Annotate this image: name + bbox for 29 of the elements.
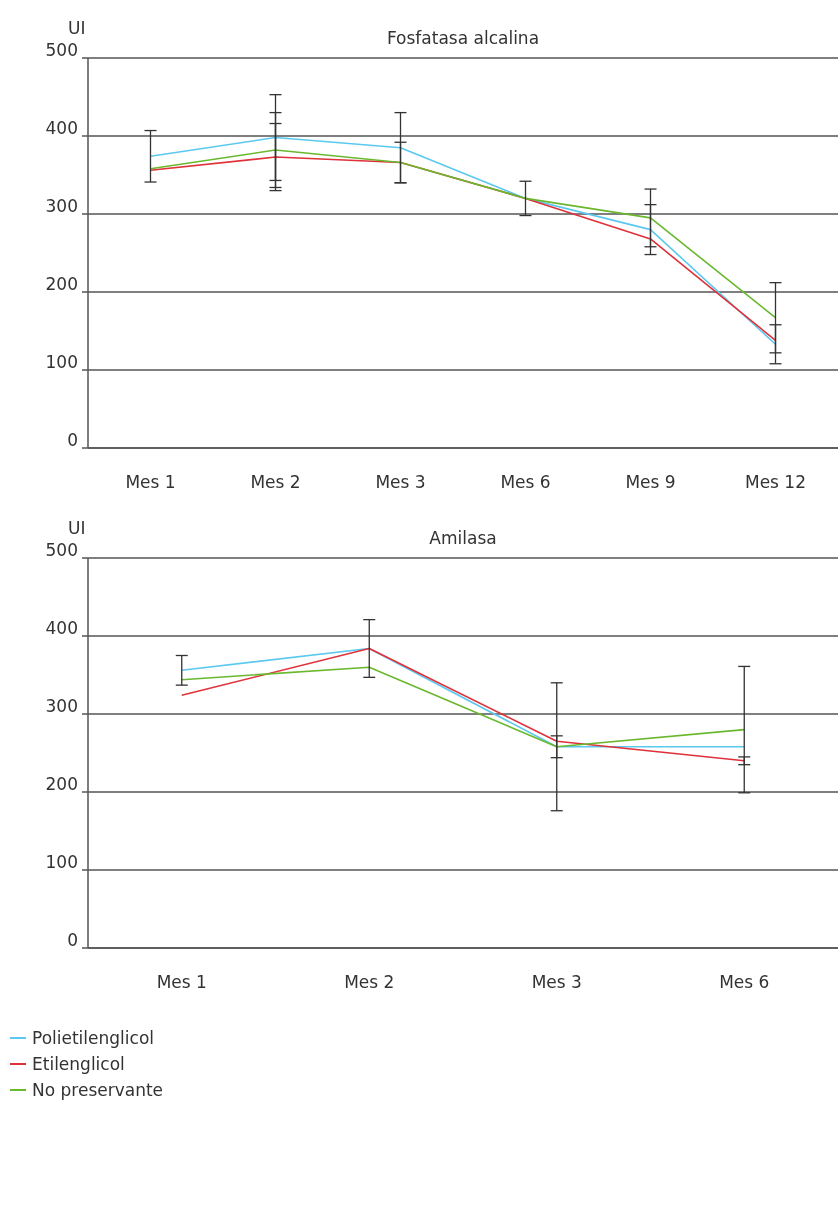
y-tick-label: 0 xyxy=(67,930,78,951)
y-tick-label: 400 xyxy=(45,618,78,639)
x-tick-label: Mes 1 xyxy=(125,472,176,492)
chart-title: Amilasa xyxy=(429,528,497,548)
x-tick-label: Mes 12 xyxy=(744,472,807,492)
y-tick-label: 500 xyxy=(45,540,78,561)
legend-label: No preservante xyxy=(32,1079,164,1100)
legend-label: Polietilenglicol xyxy=(32,1027,155,1048)
x-tick-label: Mes 9 xyxy=(625,472,676,492)
x-tick-label: Mes 3 xyxy=(531,972,582,992)
x-tick-label: Mes 6 xyxy=(500,472,551,492)
x-tick-label: Mes 3 xyxy=(375,472,426,492)
y-tick-label: 300 xyxy=(45,696,78,717)
x-tick-label: Mes 1 xyxy=(156,972,207,992)
y-tick-label: 500 xyxy=(45,40,78,61)
y-tick-label: 200 xyxy=(45,774,78,795)
chart-title: Fosfatasa alcalina xyxy=(386,28,540,48)
y-axis-title: UI xyxy=(68,518,86,538)
y-tick-label: 200 xyxy=(45,274,78,295)
x-tick-label: Mes 2 xyxy=(250,472,301,492)
y-tick-label: 400 xyxy=(45,118,78,139)
y-tick-label: 100 xyxy=(45,852,78,873)
y-axis-title: UI xyxy=(68,18,86,38)
legend-label: Etilenglicol xyxy=(32,1053,125,1074)
y-tick-label: 100 xyxy=(45,352,78,373)
x-tick-label: Mes 2 xyxy=(344,972,395,992)
x-tick-label: Mes 6 xyxy=(719,972,770,992)
y-tick-label: 0 xyxy=(67,430,78,451)
y-tick-label: 300 xyxy=(45,196,78,217)
